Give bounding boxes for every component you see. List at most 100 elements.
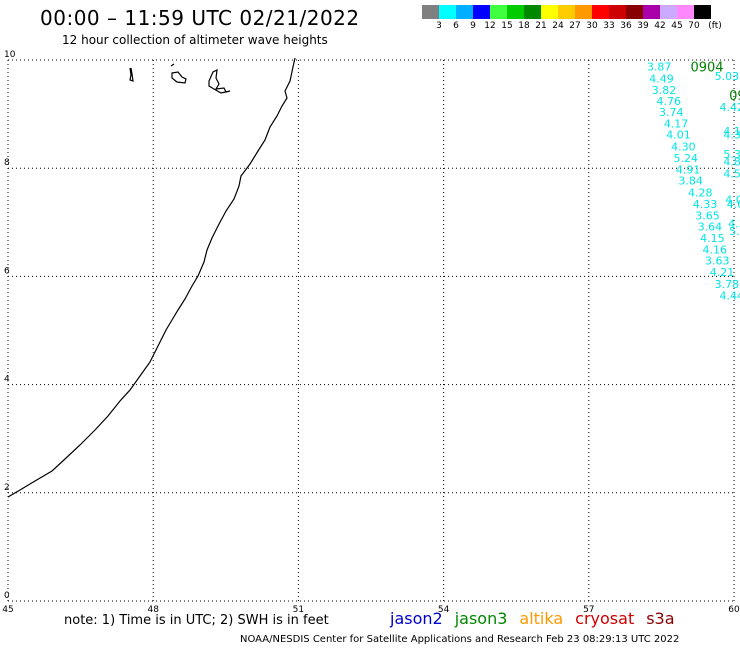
legend-label: 6	[453, 21, 459, 31]
wave-height-label: 4.33	[693, 198, 718, 211]
legend-label: 15	[501, 21, 513, 31]
wave-height-label: 4.55	[723, 168, 740, 181]
wave-height-color-legend: 3 6 9 12 15 18 21 24 27 30 33 36 39 42 45 70 (ft)	[422, 5, 740, 33]
legend-label: 36	[620, 21, 632, 31]
wave-height-label: 4.17	[723, 125, 740, 138]
wave-height-label: 5.03	[715, 70, 740, 83]
legend-label: 45	[671, 21, 683, 31]
lon-tick-label: 51	[293, 605, 304, 615]
satellite-legend-altika: altika	[519, 609, 564, 628]
coastline-socotra	[208, 68, 231, 94]
wave-height-label: 3.78	[715, 278, 740, 291]
lat-tick-label: 6	[4, 266, 10, 276]
legend-unit: (ft)	[708, 21, 722, 31]
legend-swatch	[456, 5, 473, 19]
lon-tick-label: 45	[2, 605, 13, 615]
wave-height-label: 4.37	[728, 217, 740, 230]
legend-label: 24	[552, 21, 564, 31]
legend-label: 70	[688, 21, 700, 31]
legend-label: 21	[535, 21, 547, 31]
legend-swatch	[694, 5, 711, 19]
legend-label: 12	[484, 21, 496, 31]
lon-tick-label: 48	[147, 605, 159, 615]
satellite-legend-jason2: jason2	[390, 609, 443, 628]
satellite-legend-jason3: jason3	[454, 609, 508, 628]
wave-height-label: 4.37	[723, 129, 740, 142]
legend-swatch	[575, 5, 592, 19]
coastline-africa	[7, 57, 296, 498]
color-scale	[422, 5, 740, 19]
coastline	[7, 57, 296, 498]
coastline-abd-al-kuri	[170, 63, 187, 84]
wave-height-label: 4.30	[671, 141, 696, 154]
legend-swatch	[592, 5, 609, 19]
lat-tick-label: 2	[4, 483, 10, 493]
footer-note: note: 1) Time is in UTC; 2) SWH is in fe…	[64, 613, 329, 628]
wave-height-label: 4.42	[719, 101, 740, 114]
wave-height-label: 3.63	[705, 255, 730, 268]
pass-time-label: 0905	[729, 89, 740, 104]
wave-height-label: 5.24	[674, 152, 699, 165]
legend-swatch	[490, 5, 507, 19]
lat-tick-label: 8	[4, 158, 10, 168]
wave-height-label: 3.74	[659, 106, 684, 119]
lat-tick-label: 0	[4, 591, 10, 601]
lon-tick-label: 54	[438, 605, 450, 615]
map-title: 00:00 – 11:59 UTC 02/21/2022	[40, 6, 360, 30]
pass-time-labels: 0904 0905	[690, 60, 740, 104]
lon-tick-label: 60	[728, 605, 740, 615]
lon-tick-label: 57	[583, 605, 594, 615]
wave-height-label: 5.23	[729, 225, 740, 238]
satellite-legend-cryosat: cryosat	[575, 609, 635, 628]
lat-tick-label: 10	[4, 50, 16, 60]
legend-swatch	[473, 5, 490, 19]
footer-credit: NOAA/NESDIS Center for Satellite Applica…	[240, 634, 680, 645]
lat-tick-label: 4	[4, 375, 10, 385]
wave-height-labels: 3.875.034.493.824.764.423.744.174.174.01…	[647, 60, 740, 302]
legend-label: 27	[569, 21, 581, 31]
pass-time-label: 0904	[690, 60, 723, 75]
wave-height-label: 4.28	[688, 187, 713, 200]
wave-height-label: 4.08	[725, 194, 740, 207]
wave-height-label: 3.82	[652, 84, 677, 97]
color-scale-labels: 3 6 9 12 15 18 21 24 27 30 33 36 39 42 45 70 (ft)	[422, 19, 740, 33]
coastline-islet	[129, 67, 134, 82]
wave-height-label: 4.87	[723, 156, 740, 169]
legend-label: 42	[654, 21, 666, 31]
map-subtitle: 12 hour collection of altimeter wave hei…	[62, 33, 328, 47]
wave-height-label: 4.91	[676, 163, 701, 176]
legend-label: 33	[603, 21, 615, 31]
wave-height-label: 3.64	[698, 221, 723, 234]
legend-label: 3	[436, 21, 442, 31]
legend-label: 18	[518, 21, 530, 31]
legend-swatch	[524, 5, 541, 19]
legend-swatch	[439, 5, 456, 19]
legend-label: 30	[586, 21, 598, 31]
legend-swatch	[541, 5, 558, 19]
wave-height-label: 4.02	[727, 198, 740, 211]
legend-swatch	[422, 5, 439, 19]
legend-swatch	[507, 5, 524, 19]
wave-height-label: 3.87	[647, 60, 672, 73]
wave-height-label: 4.17	[664, 117, 689, 130]
wave-height-label: 4.49	[649, 72, 674, 85]
map-grid	[7, 59, 735, 602]
wave-height-label: 4.76	[657, 95, 682, 108]
legend-swatch	[660, 5, 677, 19]
wave-height-label: 4.15	[700, 232, 725, 245]
legend-swatch	[626, 5, 643, 19]
satellite-legend: jason2 jason3 altika cryosat s3a	[390, 609, 675, 628]
legend-label: 39	[637, 21, 649, 31]
wave-height-label: 4.44	[719, 289, 740, 302]
wave-height-label: 4.16	[703, 243, 728, 256]
wave-height-label: 5.32	[723, 148, 740, 161]
legend-swatch	[677, 5, 694, 19]
satellite-legend-s3a: s3a	[646, 609, 675, 628]
wave-height-label: 3.65	[695, 209, 720, 222]
wave-height-label: 4.01	[666, 129, 691, 142]
wave-height-label: 3.84	[678, 175, 703, 188]
legend-swatch	[609, 5, 626, 19]
map-axis-labels: 45 48 51 54 57 60 0 2 4 6 8 10	[2, 50, 740, 615]
wave-height-label: 4.21	[710, 266, 735, 279]
